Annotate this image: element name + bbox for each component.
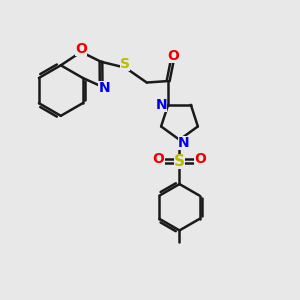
Text: O: O [194, 152, 206, 166]
Text: N: N [98, 81, 110, 95]
Text: O: O [167, 49, 179, 63]
Text: N: N [156, 98, 167, 112]
Text: S: S [174, 154, 185, 169]
Text: N: N [178, 136, 190, 150]
Text: O: O [153, 152, 165, 166]
Text: S: S [120, 57, 130, 71]
Text: O: O [75, 42, 87, 56]
